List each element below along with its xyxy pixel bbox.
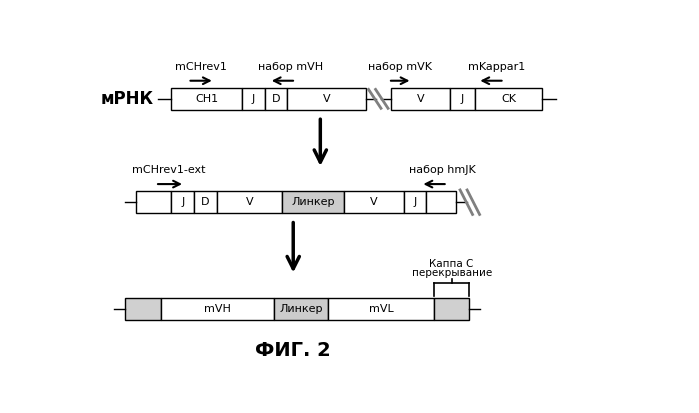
Bar — [171, 88, 242, 110]
Text: mKappar1: mKappar1 — [468, 62, 525, 72]
Bar — [264, 88, 287, 110]
Bar — [344, 191, 404, 214]
Text: CK: CK — [501, 94, 516, 104]
Text: J: J — [252, 94, 254, 104]
Text: ФИГ. 2: ФИГ. 2 — [255, 341, 331, 360]
Bar — [274, 298, 329, 320]
Bar — [125, 298, 161, 320]
Bar — [171, 191, 194, 214]
Bar — [434, 298, 469, 320]
Text: V: V — [370, 197, 377, 207]
Bar — [287, 88, 366, 110]
Text: мРНК: мРНК — [101, 90, 154, 108]
Bar — [217, 191, 282, 214]
Bar — [426, 191, 456, 214]
Text: mCHrev1: mCHrev1 — [175, 62, 227, 72]
Bar — [329, 298, 434, 320]
Bar — [475, 88, 542, 110]
Text: Каппа С: Каппа С — [429, 259, 474, 269]
Text: набор mVK: набор mVK — [368, 62, 433, 72]
Text: V: V — [323, 94, 331, 104]
Text: J: J — [461, 94, 464, 104]
Text: CH1: CH1 — [195, 94, 218, 104]
Text: mVL: mVL — [369, 304, 394, 314]
Text: J: J — [414, 197, 417, 207]
Text: V: V — [417, 94, 424, 104]
Bar — [242, 88, 264, 110]
Text: перекрывание: перекрывание — [412, 268, 492, 278]
Text: D: D — [272, 94, 280, 104]
Text: J: J — [181, 197, 185, 207]
Text: Линкер: Линкер — [291, 197, 335, 207]
Bar — [391, 88, 450, 110]
Text: V: V — [245, 197, 253, 207]
Bar — [161, 298, 274, 320]
Text: mCHrev1-ext: mCHrev1-ext — [132, 165, 206, 175]
Text: Линкер: Линкер — [280, 304, 323, 314]
Bar — [194, 191, 217, 214]
Text: набор hmJK: набор hmJK — [409, 165, 475, 175]
Text: mVH: mVH — [204, 304, 231, 314]
Text: D: D — [201, 197, 210, 207]
Text: набор mVH: набор mVH — [258, 62, 323, 72]
Bar — [450, 88, 475, 110]
Bar — [404, 191, 426, 214]
Bar — [282, 191, 344, 214]
Bar — [136, 191, 171, 214]
